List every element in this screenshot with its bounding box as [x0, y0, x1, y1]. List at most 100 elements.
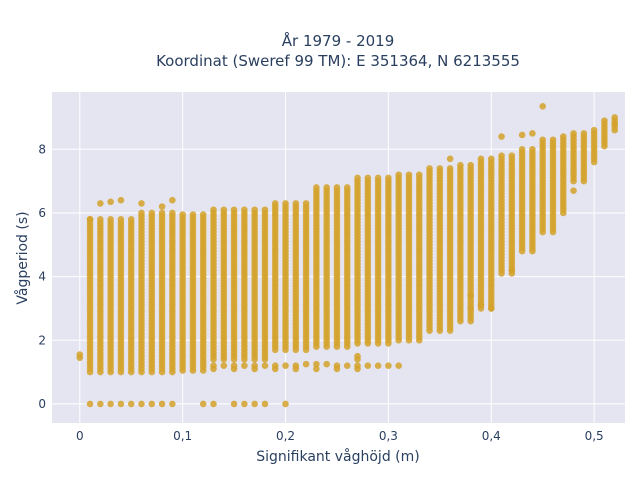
x-tick-label: 0: [76, 429, 84, 443]
data-point: [529, 145, 536, 153]
y-tick-label: 8: [38, 142, 46, 156]
data-point: [559, 133, 567, 140]
x-tick-label: 0,2: [276, 429, 295, 443]
data-point: [323, 360, 330, 368]
data-point: [107, 400, 114, 408]
data-point: [169, 196, 176, 204]
chart-title-line1: År 1979 - 2019: [282, 31, 395, 50]
y-tick-label: 0: [38, 397, 46, 411]
data-point: [251, 400, 258, 408]
data-point: [539, 103, 546, 110]
x-tick-label: 0,1: [173, 429, 192, 443]
data-point: [179, 211, 186, 218]
data-points: [76, 103, 619, 408]
data-point: [292, 365, 300, 373]
data-point: [97, 200, 104, 207]
data-point: [241, 400, 248, 408]
data-point: [148, 400, 156, 408]
data-point: [158, 203, 166, 210]
data-point: [148, 209, 156, 217]
data-point: [333, 365, 341, 373]
y-axis-label: Vågperiod (s): [14, 211, 31, 304]
x-axis-label: Signifikant våghöjd (m): [256, 448, 419, 465]
data-point: [199, 211, 207, 218]
data-point: [189, 211, 197, 218]
data-point: [251, 365, 258, 373]
data-point: [76, 351, 84, 358]
data-point: [487, 155, 495, 163]
data-point: [570, 130, 577, 137]
data-point: [343, 184, 351, 191]
data-point: [97, 216, 104, 223]
data-point: [282, 200, 289, 207]
data-point: [271, 200, 279, 207]
x-axis-ticks: 0 0,1 0,2 0,3 0,4 0,5: [76, 429, 604, 443]
data-point: [107, 216, 114, 223]
data-point: [169, 400, 176, 408]
data-point: [220, 362, 228, 370]
data-point: [251, 206, 258, 214]
data-point: [292, 200, 300, 207]
data-point: [261, 400, 269, 408]
data-point: [210, 206, 217, 214]
data-point: [313, 184, 320, 191]
data-point: [549, 136, 557, 144]
y-tick-label: 4: [38, 270, 46, 284]
data-point: [467, 161, 474, 169]
data-point: [282, 362, 289, 370]
data-point: [498, 152, 505, 159]
data-point: [220, 206, 228, 214]
x-tick-label: 0,3: [379, 429, 398, 443]
data-point: [333, 184, 341, 191]
data-point: [127, 400, 135, 408]
data-point: [138, 400, 145, 408]
data-point: [364, 362, 372, 370]
data-point: [518, 131, 526, 139]
data-point: [117, 216, 125, 223]
data-point: [199, 400, 207, 408]
data-point: [323, 184, 330, 191]
data-point: [405, 171, 413, 179]
data-point: [97, 400, 104, 408]
data-point: [230, 400, 238, 408]
data-point: [354, 356, 361, 363]
data-point: [518, 145, 526, 153]
data-point: [241, 206, 248, 214]
data-point: [395, 171, 402, 179]
data-point: [138, 209, 145, 217]
data-point: [467, 292, 474, 299]
data-point: [302, 360, 310, 368]
data-point: [86, 400, 94, 408]
data-point: [230, 365, 238, 373]
data-point: [436, 165, 444, 172]
data-point: [374, 174, 382, 182]
data-point: [498, 133, 505, 140]
data-point: [210, 400, 217, 408]
data-point: [457, 161, 464, 169]
data-point: [230, 206, 238, 214]
x-tick-label: 0,4: [482, 429, 501, 443]
data-point: [487, 305, 495, 312]
data-point: [385, 362, 392, 370]
data-point: [374, 362, 382, 370]
data-point: [86, 216, 94, 223]
y-tick-label: 6: [38, 206, 46, 220]
data-point: [261, 206, 269, 214]
data-point: [477, 301, 485, 309]
data-point: [117, 196, 125, 204]
data-point: [282, 400, 289, 408]
data-point: [107, 198, 114, 206]
y-axis-ticks: 0 2 4 6 8: [38, 142, 46, 411]
data-point: [158, 400, 166, 408]
data-point: [127, 216, 135, 223]
x-tick-label: 0,5: [585, 429, 604, 443]
data-point: [508, 152, 516, 159]
data-point: [261, 362, 269, 370]
data-point: [210, 365, 217, 373]
data-point: [446, 155, 454, 163]
data-point: [477, 155, 485, 163]
data-point: [415, 171, 423, 179]
data-point: [426, 165, 433, 172]
data-point: [313, 360, 320, 368]
